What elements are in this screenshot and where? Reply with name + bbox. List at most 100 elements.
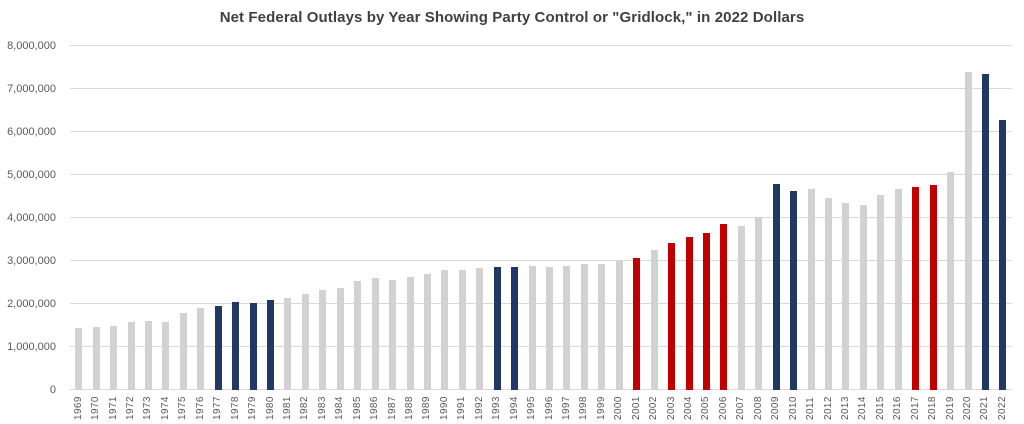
x-axis-year-label: 2012 (822, 396, 834, 420)
year-column-1977: 1977 (210, 46, 227, 424)
bar-2005 (702, 233, 710, 390)
bar-2010 (790, 190, 798, 390)
bar-zone (959, 46, 976, 390)
x-axis-year-label: 1973 (142, 396, 154, 420)
bar-1977 (214, 305, 222, 390)
bar-2008 (755, 216, 763, 390)
bar-2006 (720, 224, 728, 390)
y-axis-tick-label: 7,000,000 (7, 83, 56, 95)
x-axis-year-label: 1984 (334, 396, 346, 420)
year-column-1998: 1998 (576, 46, 593, 424)
x-axis-year-label: 2006 (717, 396, 729, 420)
year-column-1993: 1993 (489, 46, 506, 424)
bar-zone (140, 46, 157, 390)
bar-zone (733, 46, 750, 390)
gridline (70, 88, 1012, 89)
bar-zone (175, 46, 192, 390)
x-axis-year-label: 2015 (874, 396, 886, 420)
year-column-1987: 1987 (384, 46, 401, 424)
bar-zone (541, 46, 558, 390)
year-column-2009: 2009 (768, 46, 785, 424)
bar-1984 (336, 288, 344, 390)
bar-1975 (179, 312, 187, 390)
x-axis-year-label: 1971 (107, 396, 119, 420)
x-axis-year-label: 1981 (281, 396, 293, 420)
gridline (70, 174, 1012, 175)
bar-zone (942, 46, 959, 390)
x-axis-year-label: 1998 (578, 396, 590, 420)
year-column-2007: 2007 (733, 46, 750, 424)
bar-1994 (511, 266, 519, 390)
year-column-1972: 1972 (122, 46, 139, 424)
bar-zone (750, 46, 767, 390)
bar-zone (890, 46, 907, 390)
bar-zone (262, 46, 279, 390)
year-column-1983: 1983 (314, 46, 331, 424)
bar-1992 (476, 267, 484, 390)
bar-zone (419, 46, 436, 390)
x-axis-year-label: 1991 (456, 396, 468, 420)
x-axis-year-label: 1989 (421, 396, 433, 420)
bar-zone (192, 46, 209, 390)
year-column-2021: 2021 (977, 46, 994, 424)
bar-2014 (859, 205, 867, 390)
year-column-1990: 1990 (436, 46, 453, 424)
year-column-2018: 2018 (924, 46, 941, 424)
x-axis-year-label: 2021 (979, 396, 991, 420)
bar-zone (785, 46, 802, 390)
bar-zone (523, 46, 540, 390)
x-axis-year-label: 2020 (962, 396, 974, 420)
y-axis-tick-label: 3,000,000 (7, 255, 56, 267)
x-axis-year-label: 1969 (72, 396, 84, 420)
x-axis-year-label: 2016 (892, 396, 904, 420)
bar-zone (907, 46, 924, 390)
bar-1976 (197, 308, 205, 390)
bar-zone (820, 46, 837, 390)
x-axis-year-label: 1982 (299, 396, 311, 420)
year-column-2002: 2002 (645, 46, 662, 424)
year-column-1979: 1979 (244, 46, 261, 424)
x-axis-year-label: 2013 (839, 396, 851, 420)
bar-1998 (580, 264, 588, 390)
year-column-2014: 2014 (855, 46, 872, 424)
x-axis-year-label: 1986 (369, 396, 381, 420)
bar-zone (645, 46, 662, 390)
year-column-2006: 2006 (715, 46, 732, 424)
x-axis-year-label: 2022 (996, 396, 1008, 420)
year-column-1996: 1996 (541, 46, 558, 424)
year-column-1981: 1981 (279, 46, 296, 424)
bar-zone (279, 46, 296, 390)
bar-1971 (110, 325, 118, 390)
x-axis-year-label: 2014 (857, 396, 869, 420)
bar-1989 (423, 274, 431, 390)
bar-zone (401, 46, 418, 390)
x-axis-year-label: 2009 (770, 396, 782, 420)
year-column-1980: 1980 (262, 46, 279, 424)
x-axis-year-label: 1987 (386, 396, 398, 420)
bar-2007 (737, 225, 745, 390)
year-column-1985: 1985 (349, 46, 366, 424)
x-axis-year-label: 2008 (752, 396, 764, 420)
bar-zone (210, 46, 227, 390)
year-column-1992: 1992 (471, 46, 488, 424)
bar-1996 (546, 266, 554, 390)
x-axis-year-label: 1980 (264, 396, 276, 420)
gridline (70, 389, 1012, 390)
y-axis-tick-label: 1,000,000 (7, 341, 56, 353)
bar-1995 (528, 265, 536, 390)
bar-zone (122, 46, 139, 390)
x-axis-year-label: 2002 (648, 396, 660, 420)
x-axis-year-label: 1979 (247, 396, 259, 420)
bar-1982 (301, 293, 309, 390)
x-axis-year-label: 1977 (212, 396, 224, 420)
gridline (70, 303, 1012, 304)
bar-1993 (493, 267, 501, 390)
x-axis-year-label: 2005 (700, 396, 712, 420)
bar-zone (332, 46, 349, 390)
year-column-2005: 2005 (698, 46, 715, 424)
year-column-1974: 1974 (157, 46, 174, 424)
x-axis-year-label: 1997 (560, 396, 572, 420)
bar-zone (506, 46, 523, 390)
year-column-1969: 1969 (70, 46, 87, 424)
x-axis-year-label: 1988 (404, 396, 416, 420)
